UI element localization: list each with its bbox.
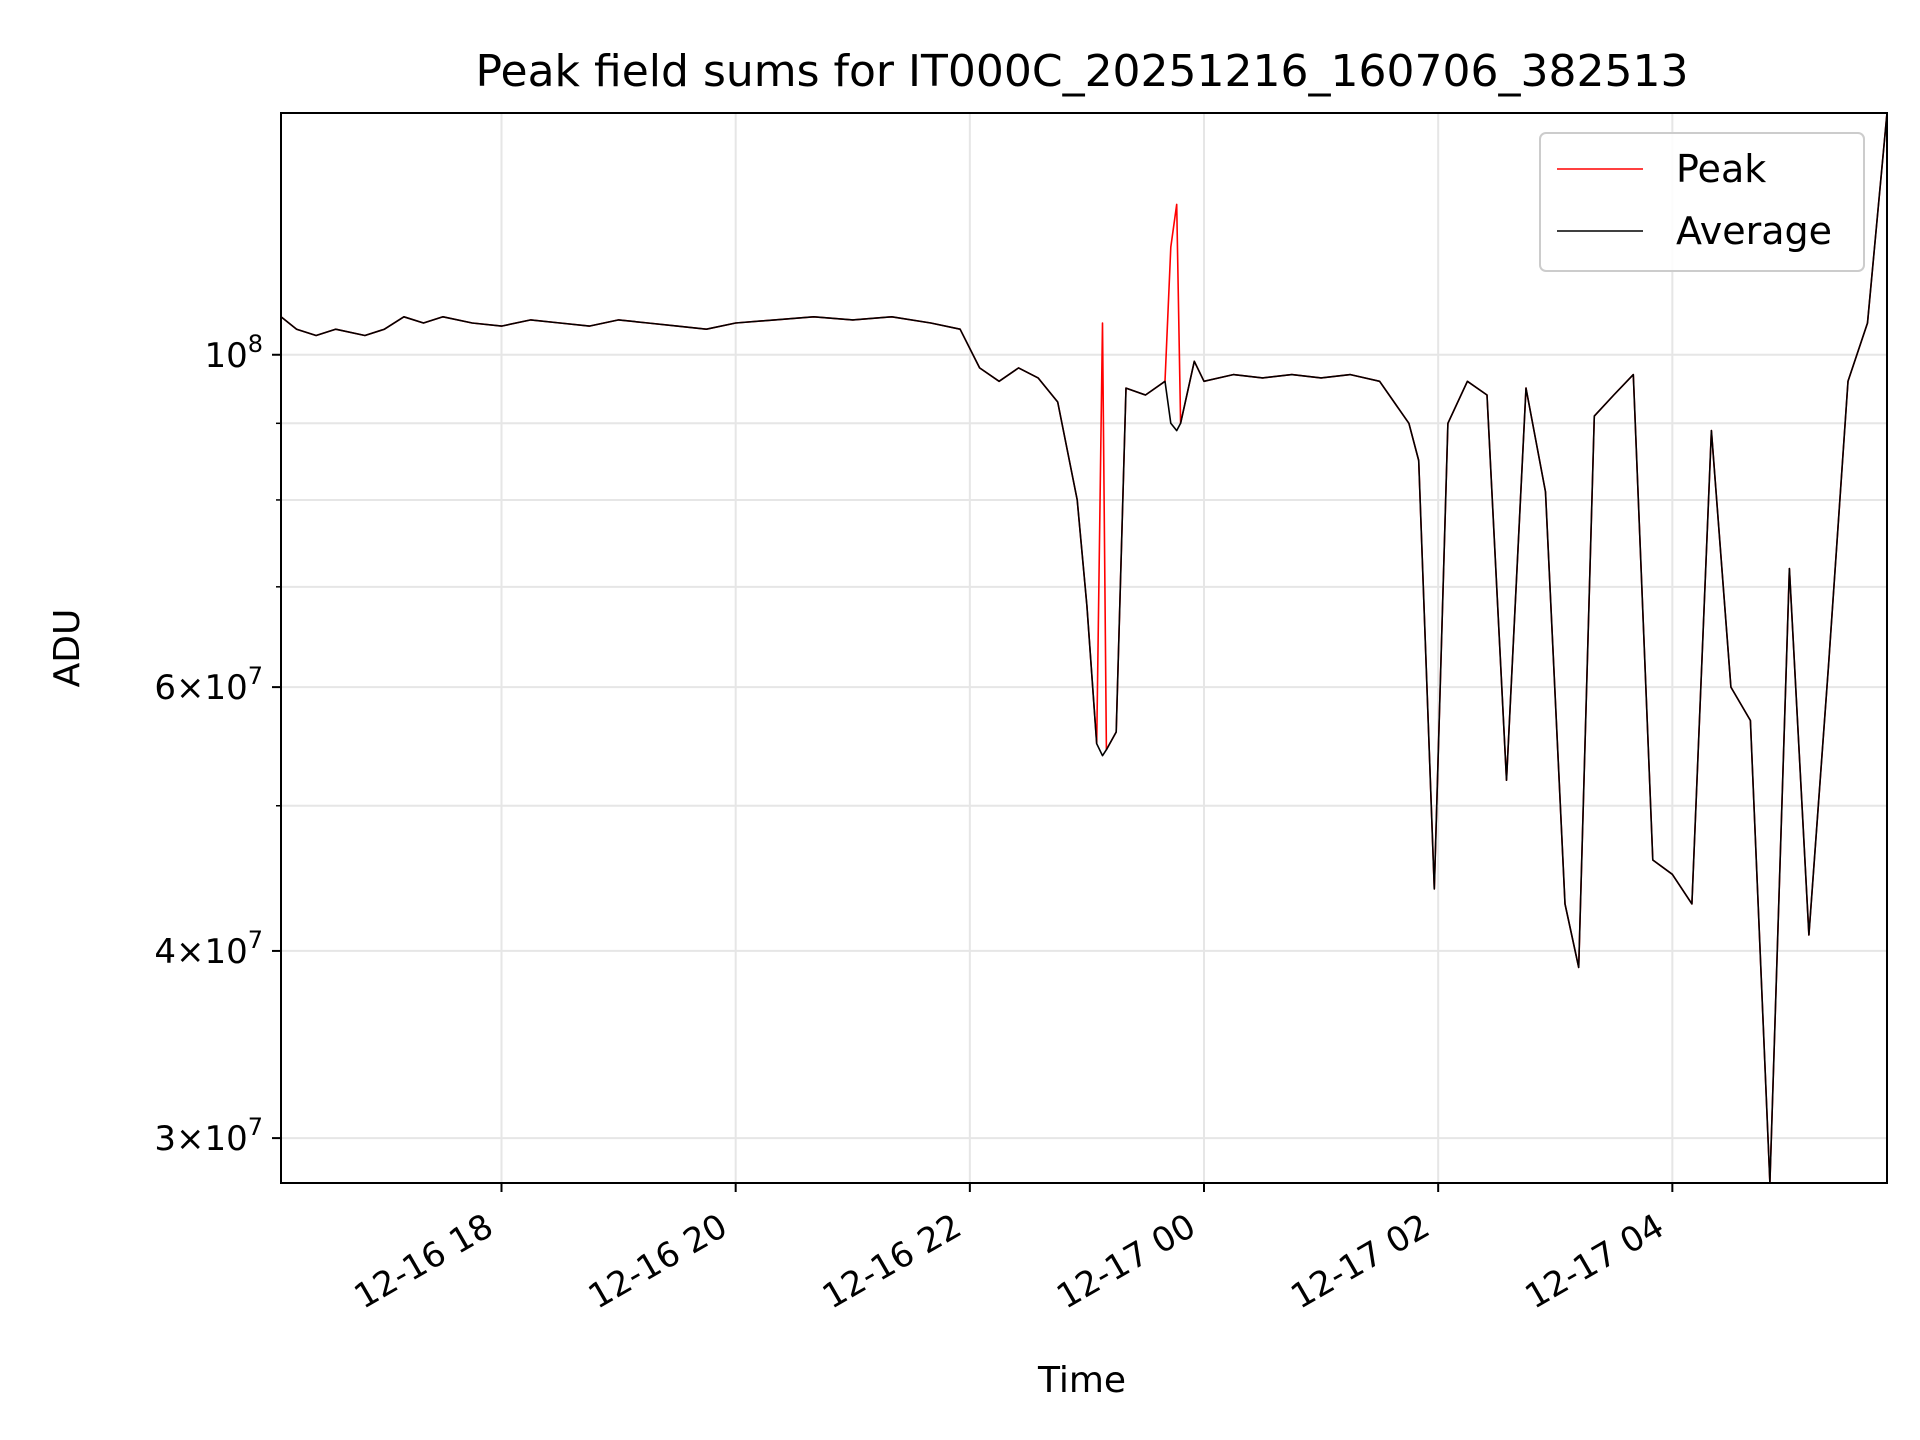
y-tick-label-3: 3×107 — [154, 1113, 263, 1159]
y-axis-label: ADU — [47, 609, 88, 688]
legend: Peak Average — [1539, 132, 1865, 272]
legend-box — [1539, 132, 1865, 272]
legend-label-peak: Peak — [1676, 147, 1766, 191]
series-layer — [280, 112, 1888, 1184]
plot-frame — [280, 112, 1888, 1184]
y-tick-label-0: 108 — [204, 330, 263, 376]
legend-label-average: Average — [1676, 209, 1832, 253]
chart-title: Peak field sums for IT000C_20251216_1607… — [476, 46, 1689, 97]
series-line-average — [280, 112, 1888, 1184]
y-tick-label-2: 4×107 — [154, 926, 263, 972]
y-axis: 108 6×107 4×107 3×107 — [154, 330, 281, 1159]
x-axis-label: Time — [1037, 1360, 1126, 1401]
y-tick-label-1: 6×107 — [154, 662, 263, 708]
grid — [281, 113, 1887, 1183]
